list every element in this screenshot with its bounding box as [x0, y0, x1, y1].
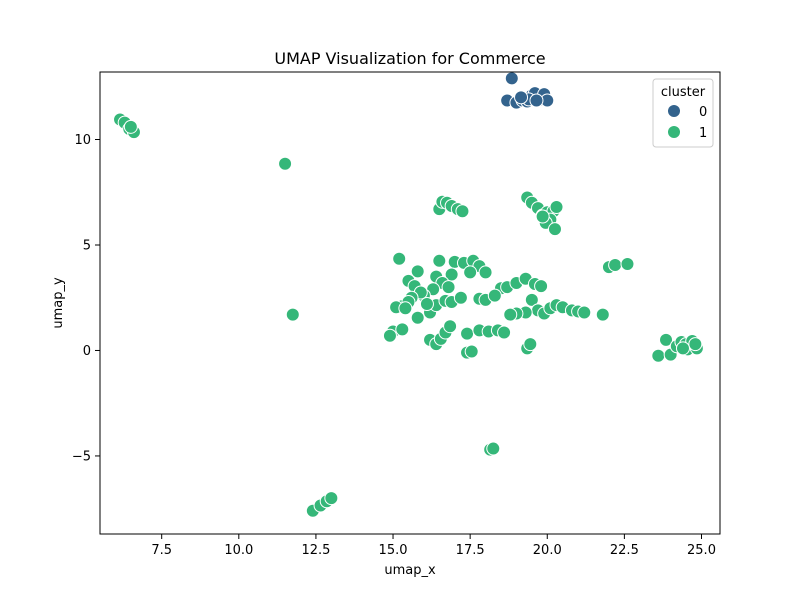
- scatter-point-cluster-1: [392, 251, 407, 266]
- legend-marker-cluster-1: [668, 126, 680, 138]
- scatter-point-cluster-1: [478, 265, 493, 280]
- x-axis-label: umap_x: [384, 563, 436, 578]
- scatter-point-cluster-1: [419, 297, 434, 312]
- scatter-point-cluster-1: [395, 322, 410, 337]
- legend-label-cluster-1: 1: [699, 126, 707, 141]
- scatter-point-cluster-1: [503, 307, 518, 322]
- scatter-point-cluster-1: [382, 328, 397, 343]
- legend-title: cluster: [661, 85, 706, 100]
- scatter-point-cluster-1: [285, 307, 300, 322]
- axes-frame: [99, 71, 721, 535]
- points-layer: [113, 71, 704, 518]
- x-tick-label: 7.5: [151, 543, 172, 558]
- scatter-point-cluster-1: [688, 337, 703, 352]
- x-tick-label: 15.0: [379, 543, 408, 558]
- legend: cluster 0 1: [652, 78, 714, 148]
- x-tick-label: 25.0: [687, 543, 716, 558]
- x-tick-label: 12.5: [301, 543, 330, 558]
- scatter-point-cluster-1: [595, 307, 610, 322]
- scatter-point-cluster-1: [651, 348, 666, 363]
- scatter-point-cluster-1: [577, 305, 592, 320]
- scatter-point-cluster-1: [620, 256, 635, 271]
- scatter-point-cluster-1: [324, 491, 339, 506]
- scatter-point-cluster-0: [514, 90, 529, 105]
- scatter-point-cluster-0: [504, 71, 519, 86]
- scatter-point-cluster-1: [278, 156, 293, 171]
- y-tick-label: 5: [83, 238, 91, 253]
- y-axis: −5 0 5 10: [72, 133, 100, 464]
- plot-area: [99, 71, 721, 535]
- scatter-point-cluster-0: [529, 93, 544, 108]
- scatter-point-cluster-1: [463, 265, 478, 280]
- scatter-point-cluster-1: [659, 332, 674, 347]
- y-tick-label: 10: [74, 133, 91, 148]
- x-tick-label: 17.5: [456, 543, 485, 558]
- scatter-point-cluster-1: [410, 264, 425, 279]
- y-axis-label: umap_y: [51, 277, 66, 329]
- scatter-point-cluster-1: [675, 341, 690, 356]
- scatter-point-cluster-1: [547, 222, 562, 237]
- legend-frame: [652, 78, 714, 148]
- scatter-point-cluster-1: [486, 441, 501, 456]
- scatter-point-cluster-1: [535, 209, 550, 224]
- scatter-point-cluster-1: [608, 258, 623, 273]
- y-tick-label: −5: [72, 449, 91, 464]
- scatter-point-cluster-1: [410, 310, 425, 325]
- scatter-point-cluster-1: [524, 292, 539, 307]
- y-tick-label: 0: [83, 344, 91, 359]
- scatter-point-cluster-1: [443, 319, 458, 334]
- x-axis: 7.5 10.0 12.5 15.0 17.5 20.0 22.5 25.0: [151, 534, 716, 558]
- scatter-point-cluster-1: [534, 279, 549, 294]
- x-tick-label: 22.5: [610, 543, 639, 558]
- scatter-point-cluster-1: [549, 200, 564, 215]
- scatter-point-cluster-1: [453, 290, 468, 305]
- scatter-point-cluster-1: [123, 119, 138, 134]
- scatter-point-cluster-1: [523, 337, 538, 352]
- scatter-point-cluster-1: [432, 253, 447, 268]
- scatter-point-cluster-1: [464, 344, 479, 359]
- x-tick-label: 20.0: [533, 543, 562, 558]
- x-tick-label: 10.0: [224, 543, 253, 558]
- chart-title: UMAP Visualization for Commerce: [274, 49, 545, 68]
- scatter-point-cluster-1: [441, 280, 456, 295]
- scatter-point-cluster-1: [460, 326, 475, 341]
- scatter-point-cluster-1: [398, 301, 413, 316]
- scatter-point-cluster-1: [497, 325, 512, 340]
- legend-label-cluster-0: 0: [699, 105, 707, 120]
- legend-marker-cluster-0: [668, 105, 680, 117]
- scatter-point-cluster-1: [487, 288, 502, 303]
- scatter-point-cluster-1: [455, 204, 470, 219]
